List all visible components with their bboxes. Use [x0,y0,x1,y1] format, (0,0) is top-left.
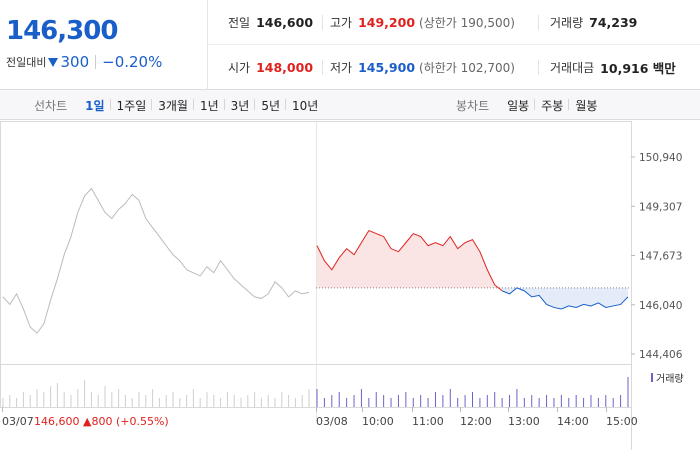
prev-day-summary: 146,600 ▲800 (+0.55%) [34,415,169,428]
volume-legend-swatch [651,373,653,382]
up-arrow-icon: ▲ [83,415,92,428]
prev-day-change: 800 (+0.55%) [91,415,168,428]
current-price: 146,300 [6,16,118,46]
volume-legend-label: 거래량 [656,373,684,385]
candle-chart-title: 봉차트 [456,98,490,113]
tab-3y[interactable]: 3년 [223,97,256,114]
tab-weekly[interactable]: 주봉 [534,97,569,114]
amount-value: 10,916 백만 [600,61,676,76]
high-value: 149,200 [358,14,416,30]
low-price: 저가 145,900 (하한가 102,700) [330,45,515,90]
chart-tabs: 선차트 1일 1주일 3개월 1년 3년 5년 10년 봉차트 일봉 주봉 월봉 [0,90,700,120]
down-area [502,287,628,309]
price-change: 전일대비 300 −0.20% [6,53,162,71]
line-chart-title: 선차트 [34,98,68,113]
candle-chart-tabs: 봉차트 일봉 주봉 월봉 [456,90,603,120]
price-chart: 150,940 149,307 147,673 146,040 144,406 거래량 03… [0,121,684,450]
x-tick-label: 03/08 [316,415,348,428]
quote-header: 146,300 전일대비 300 −0.20% 전일 146,600 고가 14… [0,0,700,90]
tab-daily[interactable]: 일봉 [507,98,530,113]
divider [95,55,97,69]
up-line [316,229,503,292]
x-tick-label: 13:00 [508,415,540,428]
tab-1d[interactable]: 1일 [85,98,105,113]
tab-1y[interactable]: 1년 [192,97,225,114]
tab-3m[interactable]: 3개월 [151,97,194,114]
prev-close-value: 146,600 [256,14,314,30]
lower-limit: (하한가 102,700) [419,61,515,75]
diff-rate: −0.20% [102,53,163,71]
y-tick-label: 144,406 [639,349,683,361]
tab-10y[interactable]: 10년 [285,97,324,114]
divider [538,60,539,75]
y-tick-label: 150,940 [639,152,682,164]
x-tick-label: 10:00 [362,415,394,428]
up-area [317,230,503,291]
volume-value: 74,239 [589,14,638,30]
down-arrow-icon [48,57,59,67]
price-summary: 146,300 전일대비 300 −0.20% [0,0,208,90]
prev-close-label: 전일 [228,15,251,30]
low-value: 145,900 [358,60,416,75]
divider [538,15,539,30]
x-tick-label: 11:00 [412,415,444,428]
diff-label: 전일대비 [6,56,47,69]
y-tick-label: 149,307 [639,201,682,213]
open-value: 148,000 [256,60,314,75]
open-price: 시가 148,000 [228,45,313,90]
low-label: 저가 [330,61,353,75]
y-tick-label: 146,040 [639,300,682,312]
x-tick-label: 12:00 [460,415,492,428]
volume: 거래량 74,239 [550,0,637,45]
divider [322,60,323,75]
x-tick-label: 14:00 [557,415,589,428]
tab-monthly[interactable]: 월봉 [568,97,603,114]
tab-1w[interactable]: 1주일 [109,97,153,114]
price-info-grid: 전일 146,600 고가 149,200 (상한가 190,500) 거래량 … [208,0,700,90]
volume-label: 거래량 [550,15,584,30]
price-chart-area: 150,940 149,307 147,673 146,040 144,406 거래량 03… [0,121,700,450]
down-line [501,287,629,310]
tab-5y[interactable]: 5년 [254,97,286,114]
upper-limit: (상한가 190,500) [419,15,515,30]
prev-close: 전일 146,600 [228,0,313,45]
diff-value: 300 [60,53,90,71]
trade-amount: 거래대금 10,916 백만 [550,45,676,90]
prev-day-line [2,187,310,334]
high-label: 고가 [330,15,353,30]
x-tick-label: 15:00 [606,415,638,428]
y-tick-label: 147,673 [639,251,682,263]
high-price: 고가 149,200 (상한가 190,500) [330,0,515,45]
line-chart-tabs: 선차트 1일 1주일 3개월 1년 3년 5년 10년 [34,90,324,120]
divider [322,15,323,30]
open-label: 시가 [228,61,251,75]
x-tick-label: 03/07 [2,415,34,428]
amount-label: 거래대금 [550,61,595,75]
